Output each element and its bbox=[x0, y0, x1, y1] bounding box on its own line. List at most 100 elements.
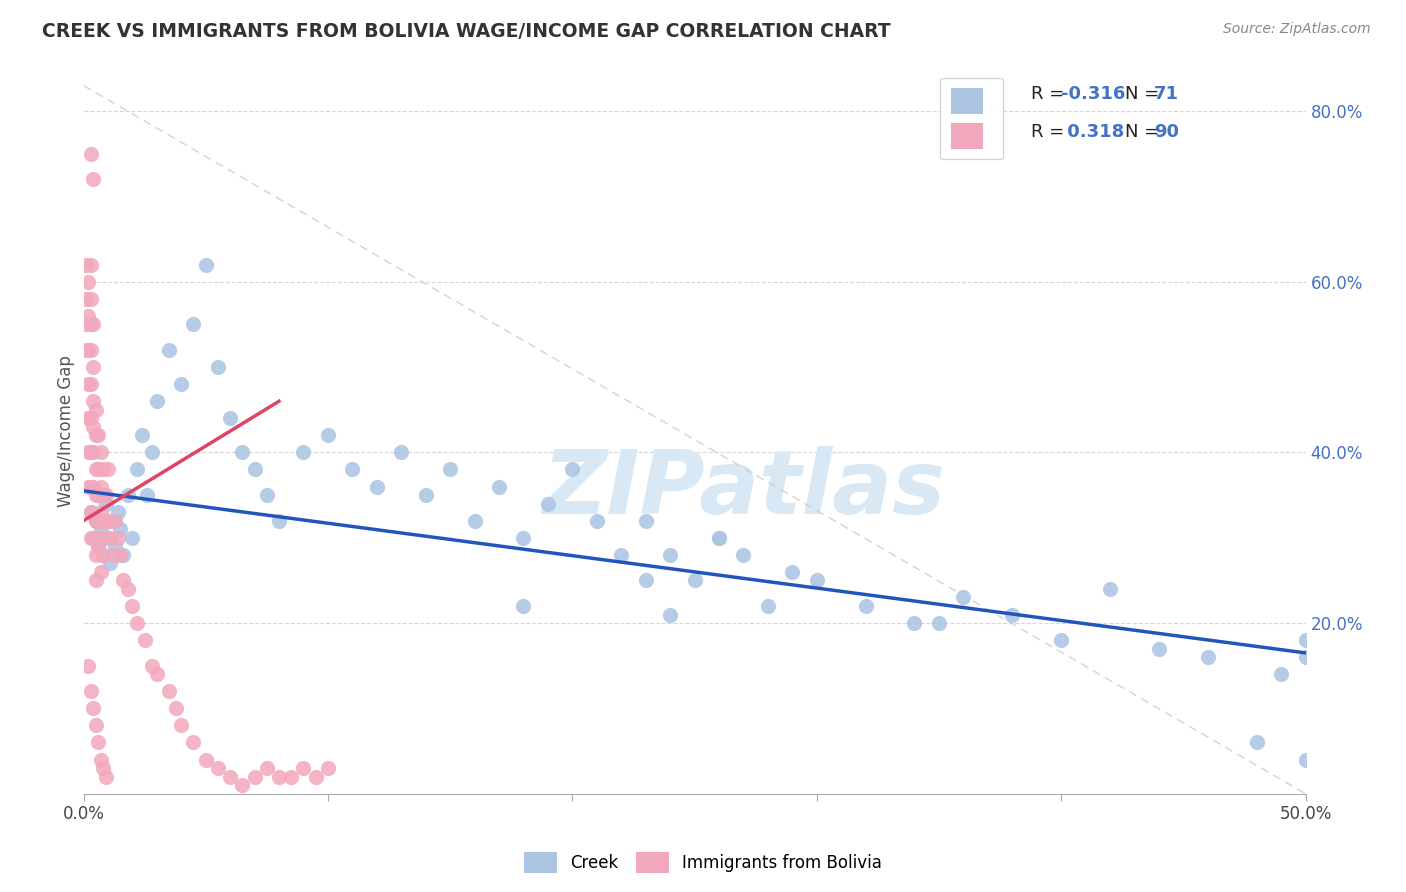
Text: R =: R = bbox=[1031, 85, 1070, 103]
Point bbox=[84, 574, 107, 588]
Point bbox=[659, 607, 682, 622]
Point bbox=[77, 445, 100, 459]
Point bbox=[84, 488, 107, 502]
Point bbox=[84, 531, 107, 545]
Point bbox=[90, 505, 112, 519]
Point bbox=[82, 445, 104, 459]
Point bbox=[77, 479, 100, 493]
Point bbox=[512, 531, 534, 545]
Point bbox=[561, 462, 583, 476]
Point bbox=[104, 514, 127, 528]
Point bbox=[108, 548, 131, 562]
Point bbox=[91, 514, 114, 528]
Point bbox=[84, 548, 107, 562]
Point bbox=[107, 531, 129, 545]
Point bbox=[1295, 753, 1317, 767]
Point bbox=[87, 539, 110, 553]
Point bbox=[157, 343, 180, 357]
Point bbox=[97, 514, 120, 528]
Point bbox=[464, 514, 486, 528]
Point bbox=[82, 701, 104, 715]
Point bbox=[77, 411, 100, 425]
Point bbox=[90, 445, 112, 459]
Point bbox=[1270, 667, 1292, 681]
Point bbox=[77, 658, 100, 673]
Point bbox=[82, 531, 104, 545]
Text: Source: ZipAtlas.com: Source: ZipAtlas.com bbox=[1223, 22, 1371, 37]
Point bbox=[80, 318, 103, 332]
Point bbox=[91, 548, 114, 562]
Point bbox=[267, 770, 290, 784]
Legend: Creek, Immigrants from Bolivia: Creek, Immigrants from Bolivia bbox=[517, 846, 889, 880]
Point bbox=[170, 718, 193, 732]
Point bbox=[91, 488, 114, 502]
Point bbox=[80, 445, 103, 459]
Point bbox=[121, 599, 143, 613]
Point bbox=[707, 531, 730, 545]
Text: N =: N = bbox=[1125, 122, 1164, 141]
Point bbox=[207, 761, 229, 775]
Point bbox=[219, 770, 242, 784]
Point bbox=[855, 599, 877, 613]
Point bbox=[82, 420, 104, 434]
Point bbox=[77, 275, 100, 289]
Point bbox=[75, 292, 97, 306]
Point bbox=[127, 615, 149, 630]
Point bbox=[389, 445, 412, 459]
Point bbox=[111, 548, 134, 562]
Point bbox=[121, 531, 143, 545]
Point bbox=[1098, 582, 1121, 596]
Point bbox=[928, 615, 950, 630]
Point bbox=[80, 505, 103, 519]
Point bbox=[659, 548, 682, 562]
Point bbox=[806, 574, 828, 588]
Point bbox=[82, 172, 104, 186]
Point bbox=[77, 309, 100, 323]
Point bbox=[94, 770, 117, 784]
Text: 71: 71 bbox=[1154, 85, 1180, 103]
Point bbox=[80, 411, 103, 425]
Point bbox=[207, 360, 229, 375]
Point bbox=[136, 488, 159, 502]
Point bbox=[94, 488, 117, 502]
Point bbox=[243, 770, 266, 784]
Text: -0.316: -0.316 bbox=[1062, 85, 1125, 103]
Point bbox=[1197, 650, 1219, 665]
Text: ZIPatlas: ZIPatlas bbox=[541, 446, 945, 533]
Point bbox=[80, 505, 103, 519]
Point bbox=[1001, 607, 1024, 622]
Point bbox=[90, 753, 112, 767]
Point bbox=[415, 488, 437, 502]
Point bbox=[107, 505, 129, 519]
Point bbox=[87, 735, 110, 749]
Point bbox=[82, 394, 104, 409]
Point bbox=[488, 479, 510, 493]
Point bbox=[292, 761, 315, 775]
Point bbox=[231, 445, 253, 459]
Point bbox=[219, 411, 242, 425]
Point bbox=[305, 770, 328, 784]
Point bbox=[170, 377, 193, 392]
Point bbox=[585, 514, 607, 528]
Point bbox=[90, 479, 112, 493]
Point bbox=[75, 318, 97, 332]
Text: CREEK VS IMMIGRANTS FROM BOLIVIA WAGE/INCOME GAP CORRELATION CHART: CREEK VS IMMIGRANTS FROM BOLIVIA WAGE/IN… bbox=[42, 22, 891, 41]
Y-axis label: Wage/Income Gap: Wage/Income Gap bbox=[58, 355, 75, 507]
Point bbox=[1246, 735, 1268, 749]
Point bbox=[165, 701, 187, 715]
Point bbox=[80, 146, 103, 161]
Point bbox=[100, 531, 122, 545]
Legend: , : , bbox=[941, 78, 1004, 160]
Point bbox=[111, 574, 134, 588]
Point bbox=[342, 462, 364, 476]
Point bbox=[1295, 633, 1317, 648]
Point bbox=[780, 565, 803, 579]
Point bbox=[683, 574, 706, 588]
Point bbox=[231, 778, 253, 792]
Point bbox=[634, 574, 657, 588]
Point bbox=[292, 445, 315, 459]
Point bbox=[1295, 650, 1317, 665]
Point bbox=[707, 531, 730, 545]
Point bbox=[84, 428, 107, 442]
Point bbox=[94, 497, 117, 511]
